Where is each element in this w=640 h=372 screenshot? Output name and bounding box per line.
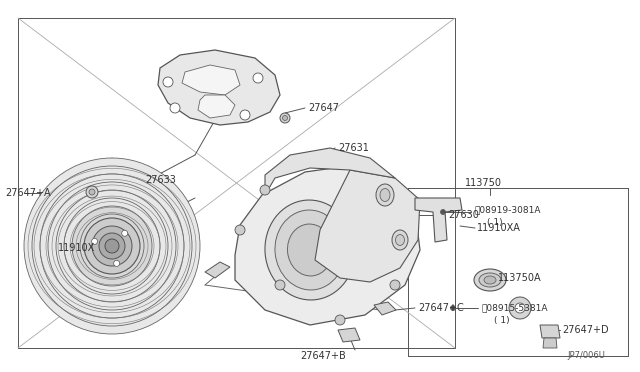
Circle shape [99, 233, 125, 259]
Polygon shape [315, 170, 420, 282]
Circle shape [240, 110, 250, 120]
Circle shape [92, 226, 132, 266]
Circle shape [105, 239, 119, 253]
Ellipse shape [392, 230, 408, 250]
Circle shape [253, 73, 263, 83]
Polygon shape [158, 50, 280, 125]
Text: 27633: 27633 [145, 175, 176, 185]
Polygon shape [235, 165, 420, 325]
Ellipse shape [484, 276, 496, 284]
Text: 27647: 27647 [308, 103, 339, 113]
Circle shape [275, 280, 285, 290]
Polygon shape [415, 198, 462, 242]
Circle shape [282, 115, 287, 121]
Circle shape [84, 218, 140, 274]
Circle shape [440, 209, 445, 215]
Ellipse shape [474, 269, 506, 291]
Ellipse shape [380, 189, 390, 202]
Polygon shape [198, 95, 235, 118]
Circle shape [92, 238, 98, 244]
Text: ( 1): ( 1) [494, 315, 509, 324]
Circle shape [509, 297, 531, 319]
Circle shape [390, 280, 400, 290]
Ellipse shape [479, 273, 501, 287]
Text: JP7/006U: JP7/006U [567, 351, 605, 360]
Text: 113750: 113750 [465, 178, 502, 188]
Circle shape [170, 103, 180, 113]
Text: 27647+A: 27647+A [5, 188, 51, 198]
Circle shape [122, 230, 128, 236]
Ellipse shape [275, 210, 345, 290]
Ellipse shape [287, 224, 333, 276]
Circle shape [260, 185, 270, 195]
Polygon shape [543, 338, 557, 348]
Text: ( 1): ( 1) [487, 218, 502, 227]
Circle shape [163, 77, 173, 87]
Text: 27631: 27631 [338, 143, 369, 153]
Text: 27647+D: 27647+D [562, 325, 609, 335]
Text: 27630: 27630 [448, 210, 479, 220]
Text: 27647+B: 27647+B [300, 351, 346, 361]
Circle shape [114, 260, 120, 266]
Circle shape [72, 206, 152, 286]
Polygon shape [338, 328, 360, 342]
Circle shape [24, 158, 200, 334]
Text: 113750A: 113750A [498, 273, 541, 283]
Text: ⓝ08915-5381A: ⓝ08915-5381A [482, 304, 548, 312]
Ellipse shape [265, 200, 355, 300]
Circle shape [280, 113, 290, 123]
Polygon shape [205, 262, 230, 278]
Text: ⓝ08919-3081A: ⓝ08919-3081A [475, 205, 541, 215]
Circle shape [451, 305, 456, 311]
Ellipse shape [396, 234, 404, 246]
Polygon shape [374, 302, 396, 315]
Circle shape [86, 186, 98, 198]
Polygon shape [265, 148, 395, 195]
Text: 11910X: 11910X [58, 243, 95, 253]
Ellipse shape [376, 184, 394, 206]
Text: 27647+C: 27647+C [418, 303, 464, 313]
Circle shape [515, 303, 525, 313]
Polygon shape [540, 325, 560, 338]
Polygon shape [182, 65, 240, 95]
Text: 11910XA: 11910XA [477, 223, 521, 233]
Circle shape [235, 225, 245, 235]
Circle shape [89, 189, 95, 195]
Circle shape [335, 315, 345, 325]
